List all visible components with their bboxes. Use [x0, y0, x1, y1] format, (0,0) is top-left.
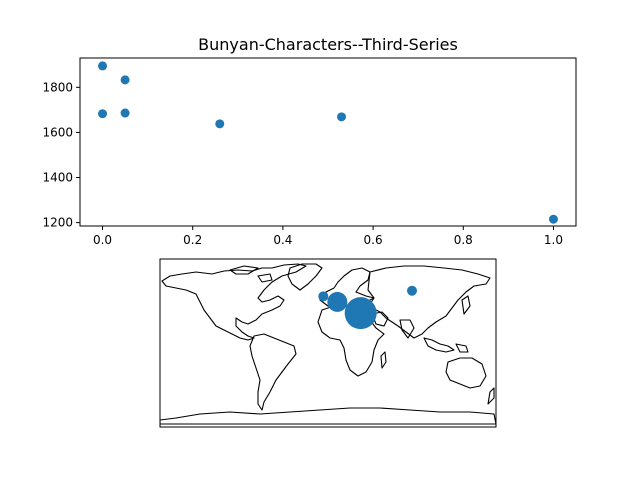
map-marker-1	[327, 291, 348, 312]
y-tick-label-0: 1200	[42, 216, 73, 230]
scatter-point-4	[215, 119, 225, 129]
scatter-point-2	[120, 75, 130, 85]
map-marker-2	[318, 291, 329, 302]
x-axis-ticks: 0.0 0.2 0.4 0.6 0.8 1.0	[93, 226, 563, 247]
x-tick-label-2: 0.4	[273, 233, 292, 247]
scatter-point-1	[98, 109, 108, 119]
north-america-coastline	[161, 263, 307, 341]
x-tick-label-5: 1.0	[544, 233, 563, 247]
world-map	[159, 258, 497, 428]
scatter-point-0	[98, 61, 108, 71]
y-tick-label-2: 1600	[42, 125, 73, 139]
scatter-point-3	[120, 108, 130, 118]
scatter-point-5	[337, 112, 347, 122]
scatter-point-6	[548, 214, 558, 224]
y-axis-ticks: 1200 1400 1600 1800	[42, 80, 80, 230]
arctic-islands-coastline	[229, 265, 273, 283]
southeast-asia-coastline	[423, 337, 469, 353]
map-frame	[159, 258, 497, 428]
map-marker-3	[407, 285, 417, 296]
x-tick-label-1: 0.2	[183, 233, 202, 247]
madagascar-coastline	[380, 351, 387, 369]
south-america-coastline	[249, 333, 297, 411]
x-tick-label-0: 0.0	[93, 233, 112, 247]
arabia-india-coastline	[371, 311, 415, 339]
greenland-coastline	[287, 263, 323, 291]
x-tick-label-4: 0.8	[454, 233, 473, 247]
antarctica-coastline	[160, 407, 496, 425]
australia-coastline	[445, 357, 487, 389]
scatter-axes-frame	[79, 57, 577, 227]
chart-title: Bunyan-Characters--Third-Series	[198, 35, 458, 54]
scatter-points	[98, 61, 558, 224]
map-markers	[318, 285, 417, 330]
scatter-chart: Bunyan-Characters--Third-Series 0.0 0.2 0.…	[42, 35, 577, 247]
map-marker-0	[344, 297, 377, 330]
x-tick-label-3: 0.6	[364, 233, 383, 247]
y-tick-label-3: 1800	[42, 80, 73, 94]
new-zealand-coastline	[487, 387, 495, 405]
y-tick-label-1: 1400	[42, 171, 73, 185]
japan-coastline	[461, 295, 471, 315]
